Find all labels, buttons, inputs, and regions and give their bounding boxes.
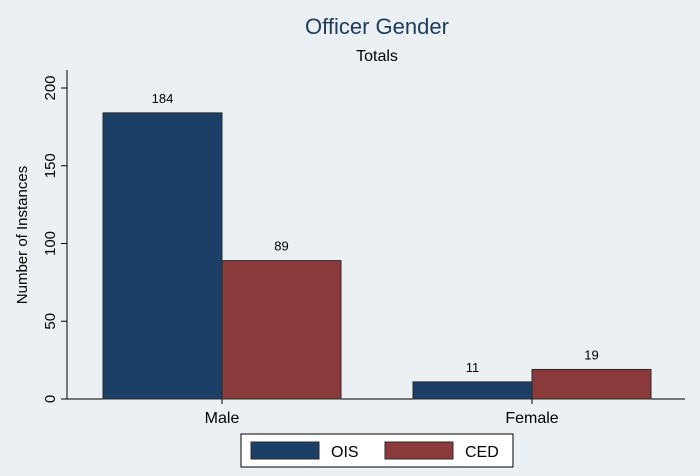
chart-title: Officer Gender — [305, 14, 449, 39]
y-axis-title: Number of Instances — [14, 166, 31, 304]
data-label-ced-female: 19 — [584, 347, 598, 362]
data-label-ced-male: 89 — [274, 239, 288, 254]
category-label-male: Male — [205, 410, 240, 427]
chart-subtitle: Totals — [356, 48, 398, 65]
legend-label-ois: OIS — [331, 444, 359, 461]
data-label-ois-female: 11 — [466, 360, 480, 375]
legend-label-ced: CED — [465, 444, 499, 461]
data-label-ois-male: 184 — [152, 91, 174, 106]
y-tick-label: 50 — [42, 313, 59, 330]
legend-swatch-ois — [250, 441, 320, 460]
legend: OIS CED — [240, 433, 514, 468]
y-tick-label: 100 — [42, 231, 59, 256]
bar-ced-female — [531, 368, 652, 400]
y-tick-label: 200 — [42, 75, 59, 100]
y-tick-label: 150 — [42, 153, 59, 178]
legend-swatch-ced — [384, 441, 454, 460]
bar-ced-male — [221, 260, 342, 400]
bar-ois-male — [102, 112, 223, 400]
bar-ois-female — [412, 381, 533, 400]
plot-area: 0 50 100 150 200 184 89 Male 11 19 Female — [42, 70, 685, 427]
category-label-female: Female — [505, 410, 558, 427]
y-tick-label: 0 — [42, 395, 59, 403]
